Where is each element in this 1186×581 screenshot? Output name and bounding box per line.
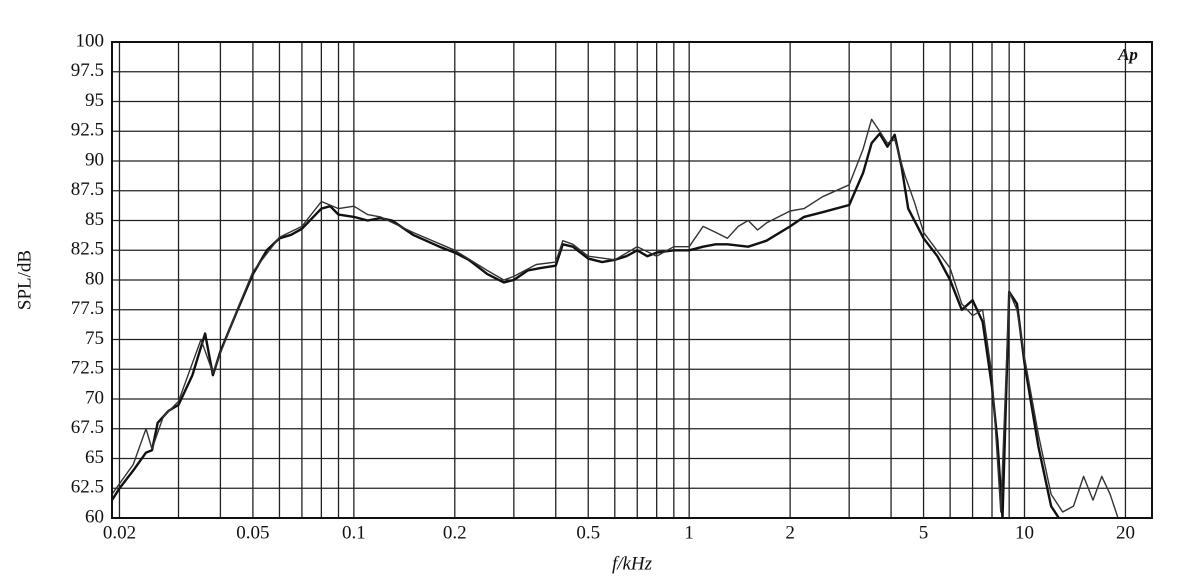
plot-frame (111, 41, 1153, 519)
y-tick-label: 62.5 (71, 477, 104, 498)
y-tick-label: 87.5 (71, 179, 104, 200)
x-tick-label: 5 (919, 522, 929, 543)
y-tick-label: 90 (85, 149, 104, 170)
y-tick-label: 85 (85, 209, 104, 230)
x-tick-label: 10 (1015, 522, 1034, 543)
y-tick-label: 67.5 (71, 417, 104, 438)
y-tick-label: 82.5 (71, 239, 104, 260)
x-tick-label: 2 (785, 522, 795, 543)
x-tick-label: 0.05 (236, 522, 269, 543)
x-tick-label: 0.02 (103, 522, 136, 543)
y-tick-label: 95 (85, 90, 104, 111)
y-tick-label: 75 (85, 328, 104, 349)
y-axis-label: SPL/dB (14, 250, 35, 310)
y-tick-label: 72.5 (71, 358, 104, 379)
x-tick-label: 0.1 (342, 522, 366, 543)
grid (112, 41, 1152, 519)
y-tick-label: 65 (85, 447, 104, 468)
y-tick-label: 92.5 (71, 120, 104, 141)
x-axis-label: f/kHz (612, 553, 653, 574)
x-tick-label: 1 (684, 522, 694, 543)
y-tick-label: 77.5 (71, 298, 104, 319)
y-tick-label: 60 (85, 506, 104, 527)
x-tick-label: 0.2 (443, 522, 467, 543)
y-tick-label: 100 (76, 30, 105, 51)
response-line (112, 132, 1061, 518)
response-line (112, 118, 1119, 518)
x-tick-label: 20 (1116, 522, 1135, 543)
plot-lines (112, 118, 1119, 518)
y-tick-label: 80 (85, 268, 104, 289)
x-tick-label: 0.5 (576, 522, 600, 543)
logo: Ap (1117, 45, 1138, 64)
y-tick-label: 70 (85, 387, 104, 408)
y-tick-label: 97.5 (71, 60, 104, 81)
